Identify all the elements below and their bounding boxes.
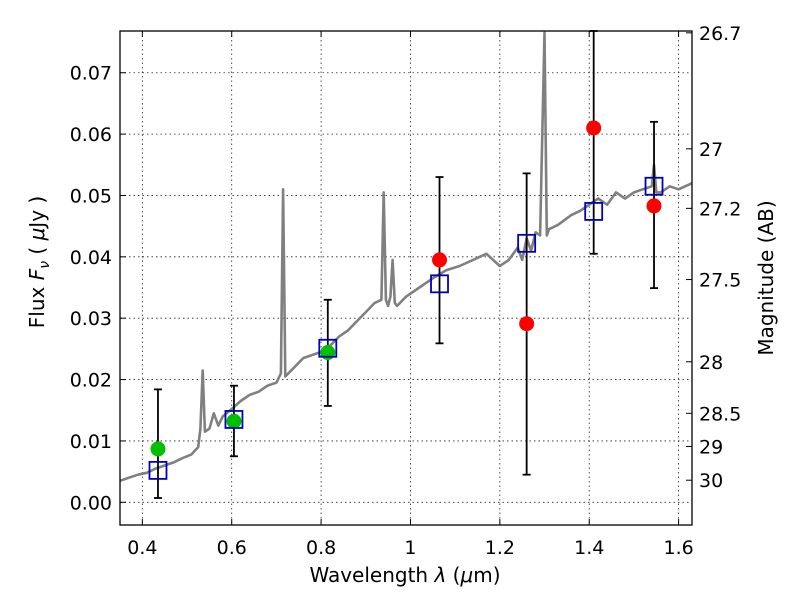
x-tick-label: 0.4 bbox=[127, 537, 157, 559]
y-tick-label: 0.07 bbox=[70, 63, 112, 85]
model-spectrum-line bbox=[119, 31, 693, 483]
point-layer bbox=[150, 120, 662, 457]
model-photometry-box bbox=[318, 338, 338, 358]
red-data-point bbox=[586, 120, 602, 136]
model-photometry-box bbox=[224, 410, 244, 429]
grid-layer bbox=[120, 31, 692, 525]
x-tick-label: 1.6 bbox=[663, 537, 693, 559]
tick-layer: 0.4 0.6 0.8 1 1.2 1.4 1.6 0.00 0.01 0.02 0.03 0.04 0… bbox=[70, 23, 742, 559]
red-data-point bbox=[519, 316, 535, 332]
y2-tick-label: 26.7 bbox=[699, 23, 741, 45]
model-photometry-box bbox=[148, 460, 168, 480]
x-tick-label: 1.4 bbox=[574, 537, 604, 559]
y2-tick-label: 27.2 bbox=[699, 198, 741, 220]
model-photometry-box bbox=[430, 274, 449, 294]
x-tick-label: 0.8 bbox=[306, 537, 336, 559]
x-axis-label: Wavelength λ (μm) bbox=[309, 563, 500, 587]
y-tick-label: 0.06 bbox=[70, 124, 112, 146]
model-box-layer bbox=[148, 176, 664, 480]
green-data-point bbox=[226, 413, 242, 429]
y2-tick-label: 28.5 bbox=[699, 403, 741, 425]
y-tick-label: 0.03 bbox=[70, 308, 112, 330]
green-data-point bbox=[150, 441, 166, 457]
y2-axis-label: Magnitude (AB) bbox=[754, 200, 778, 355]
y-axis-mu: μ bbox=[25, 228, 49, 242]
y2-tick-label: 28 bbox=[699, 352, 723, 374]
y-axis-nu: ν bbox=[37, 261, 53, 269]
red-data-point bbox=[646, 198, 662, 214]
red-data-point bbox=[432, 252, 448, 268]
model-photometry-box bbox=[584, 202, 604, 221]
y-tick-label: 0.00 bbox=[70, 492, 112, 514]
y2-tick-label: 27 bbox=[699, 139, 723, 161]
y2-tick-label: 29 bbox=[699, 436, 723, 458]
x-axis-mu: μ bbox=[459, 563, 473, 587]
plot-frame bbox=[119, 30, 693, 526]
x-axis-lambda: λ bbox=[433, 563, 446, 587]
y-tick-label: 0.04 bbox=[70, 247, 112, 269]
x-tick-label: 1.2 bbox=[485, 537, 515, 559]
y2-tick-label: 27.5 bbox=[699, 270, 741, 292]
y2-tick-label: 30 bbox=[699, 470, 723, 492]
y-axis-f: F bbox=[25, 268, 49, 280]
model-photometry-box bbox=[517, 233, 537, 253]
model-photometry-box bbox=[644, 176, 664, 196]
y-tick-label: 0.01 bbox=[70, 431, 112, 453]
green-data-point bbox=[320, 345, 336, 361]
y-tick-label: 0.02 bbox=[70, 370, 112, 392]
y-tick-label: 0.05 bbox=[70, 185, 112, 207]
x-tick-label: 1 bbox=[404, 537, 416, 559]
x-tick-label: 0.6 bbox=[217, 537, 247, 559]
